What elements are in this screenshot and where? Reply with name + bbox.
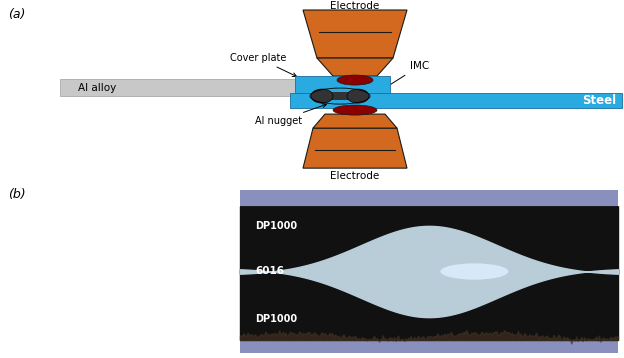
Text: Steel: Steel: [331, 80, 354, 89]
Text: Electrode: Electrode: [330, 171, 379, 181]
FancyBboxPatch shape: [295, 76, 390, 93]
FancyBboxPatch shape: [318, 92, 362, 100]
Text: (b): (b): [8, 188, 26, 201]
Ellipse shape: [347, 89, 369, 103]
Text: Cover plate: Cover plate: [230, 53, 296, 77]
Polygon shape: [317, 58, 393, 76]
Text: 6016: 6016: [255, 266, 284, 276]
Ellipse shape: [337, 75, 373, 85]
Ellipse shape: [311, 89, 333, 103]
FancyBboxPatch shape: [240, 190, 618, 206]
Text: Al alloy: Al alloy: [78, 83, 116, 93]
FancyBboxPatch shape: [240, 190, 618, 353]
Polygon shape: [303, 128, 407, 168]
FancyBboxPatch shape: [60, 79, 385, 96]
Polygon shape: [303, 10, 407, 58]
Text: Al nugget: Al nugget: [255, 104, 326, 126]
Text: DP1000: DP1000: [255, 221, 297, 231]
Polygon shape: [313, 114, 397, 128]
FancyBboxPatch shape: [290, 93, 622, 108]
Text: IMC: IMC: [383, 61, 429, 89]
Text: DP1000: DP1000: [255, 314, 297, 324]
Ellipse shape: [441, 263, 509, 280]
Text: (a): (a): [8, 8, 26, 21]
Text: Steel: Steel: [582, 94, 616, 107]
Text: Electrode: Electrode: [330, 1, 379, 11]
Ellipse shape: [333, 105, 377, 115]
